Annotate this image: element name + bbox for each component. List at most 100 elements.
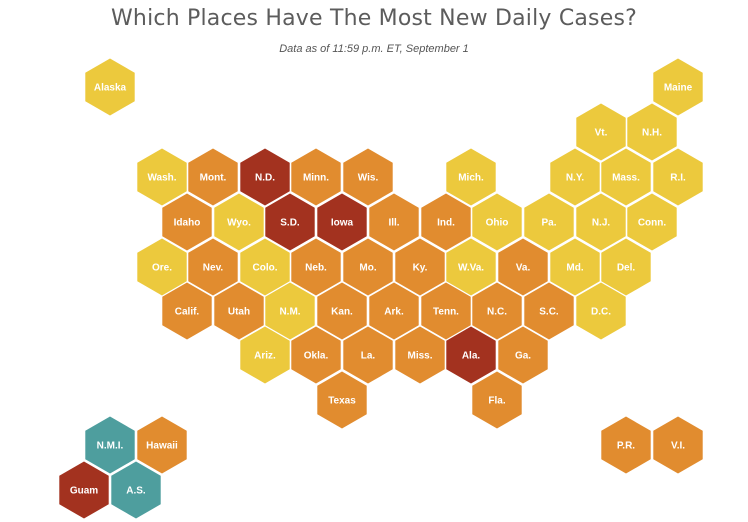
hex-tile (240, 238, 290, 296)
hex-iowa[interactable]: Iowa (317, 193, 367, 251)
hex-tile (188, 238, 238, 296)
hex-label: P.R. (617, 441, 635, 452)
hex-label: R.I. (670, 173, 686, 184)
hex-tile (550, 148, 600, 206)
hex-label: Kan. (331, 307, 353, 318)
hex-label: Ga. (515, 351, 531, 362)
hex-ky[interactable]: Ky. (395, 238, 445, 296)
hex-tile (601, 416, 651, 474)
hex-label: Conn. (638, 218, 667, 229)
hex-tile (317, 371, 367, 429)
hex-va[interactable]: Va. (498, 238, 548, 296)
hex-label: Utah (228, 307, 250, 318)
hex-mass[interactable]: Mass. (601, 148, 651, 206)
hex-d-c[interactable]: D.C. (576, 282, 626, 340)
hex-tile (137, 416, 187, 474)
hex-guam[interactable]: Guam (59, 461, 109, 519)
hex-label: S.D. (280, 218, 300, 229)
hex-maine[interactable]: Maine (653, 58, 703, 116)
hex-miss[interactable]: Miss. (395, 326, 445, 384)
hex-ill[interactable]: Ill. (369, 193, 419, 251)
hex-utah[interactable]: Utah (214, 282, 264, 340)
hex-ala[interactable]: Ala. (446, 326, 496, 384)
hex-n-d[interactable]: N.D. (240, 148, 290, 206)
hex-tile (446, 148, 496, 206)
hex-tile (188, 148, 238, 206)
hex-neb[interactable]: Neb. (291, 238, 341, 296)
hex-label: Vt. (595, 128, 608, 139)
hex-n-j[interactable]: N.J. (576, 193, 626, 251)
hex-tile (369, 193, 419, 251)
hex-conn[interactable]: Conn. (627, 193, 677, 251)
hex-n-h[interactable]: N.H. (627, 103, 677, 161)
hex-tile (446, 238, 496, 296)
hex-label: D.C. (591, 307, 611, 318)
hex-s-d[interactable]: S.D. (265, 193, 315, 251)
hex-wis[interactable]: Wis. (343, 148, 393, 206)
hex-del[interactable]: Del. (601, 238, 651, 296)
hex-label: Wis. (358, 173, 379, 184)
hex-label: N.H. (642, 128, 662, 139)
hex-tile (472, 193, 522, 251)
hex-idaho[interactable]: Idaho (162, 193, 212, 251)
hex-minn[interactable]: Minn. (291, 148, 341, 206)
hex-la[interactable]: La. (343, 326, 393, 384)
hex-p-r[interactable]: P.R. (601, 416, 651, 474)
hex-tile (653, 148, 703, 206)
hex-a-s[interactable]: A.S. (111, 461, 161, 519)
hex-tile (162, 193, 212, 251)
hex-ind[interactable]: Ind. (421, 193, 471, 251)
hex-ore[interactable]: Ore. (137, 238, 187, 296)
hex-label: W.Va. (458, 263, 484, 274)
hex-fla[interactable]: Fla. (472, 371, 522, 429)
hex-texas[interactable]: Texas (317, 371, 367, 429)
hex-wash[interactable]: Wash. (137, 148, 187, 206)
hex-v-i[interactable]: V.I. (653, 416, 703, 474)
hex-label: Mich. (458, 173, 484, 184)
hex-kan[interactable]: Kan. (317, 282, 367, 340)
hex-mo[interactable]: Mo. (343, 238, 393, 296)
hex-n-y[interactable]: N.Y. (550, 148, 600, 206)
hex-wyo[interactable]: Wyo. (214, 193, 264, 251)
hex-tenn[interactable]: Tenn. (421, 282, 471, 340)
hex-hawaii[interactable]: Hawaii (137, 416, 187, 474)
hex-mont[interactable]: Mont. (188, 148, 238, 206)
hex-label: Maine (664, 83, 693, 94)
hex-label: Md. (566, 263, 583, 274)
hex-label: Calif. (175, 307, 200, 318)
hex-pa[interactable]: Pa. (524, 193, 574, 251)
hex-s-c[interactable]: S.C. (524, 282, 574, 340)
hex-ariz[interactable]: Ariz. (240, 326, 290, 384)
hex-label: Ind. (437, 218, 455, 229)
hex-colo[interactable]: Colo. (240, 238, 290, 296)
hex-ohio[interactable]: Ohio (472, 193, 522, 251)
hex-n-c[interactable]: N.C. (472, 282, 522, 340)
hex-alaska[interactable]: Alaska (85, 58, 135, 116)
hex-tile (498, 238, 548, 296)
hex-label: Ark. (384, 307, 404, 318)
hex-tile (214, 193, 264, 251)
hex-n-m[interactable]: N.M. (265, 282, 315, 340)
hex-w-va[interactable]: W.Va. (446, 238, 496, 296)
hex-nev[interactable]: Nev. (188, 238, 238, 296)
hex-label: Del. (617, 263, 636, 274)
hex-r-i[interactable]: R.I. (653, 148, 703, 206)
hex-tile (85, 58, 135, 116)
hex-vt[interactable]: Vt. (576, 103, 626, 161)
hex-calif[interactable]: Calif. (162, 282, 212, 340)
hex-tile (343, 238, 393, 296)
hex-tile (317, 193, 367, 251)
hex-tile (137, 148, 187, 206)
hex-tile (214, 282, 264, 340)
hex-ark[interactable]: Ark. (369, 282, 419, 340)
hex-ga[interactable]: Ga. (498, 326, 548, 384)
hex-label: Ala. (462, 351, 481, 362)
hex-tile (653, 416, 703, 474)
hex-label: N.J. (592, 218, 611, 229)
hex-label: Mo. (359, 263, 376, 274)
hex-okla[interactable]: Okla. (291, 326, 341, 384)
hex-n-m-i[interactable]: N.M.I. (85, 416, 135, 474)
hex-mich[interactable]: Mich. (446, 148, 496, 206)
hex-label: Ore. (152, 263, 172, 274)
hex-md[interactable]: Md. (550, 238, 600, 296)
